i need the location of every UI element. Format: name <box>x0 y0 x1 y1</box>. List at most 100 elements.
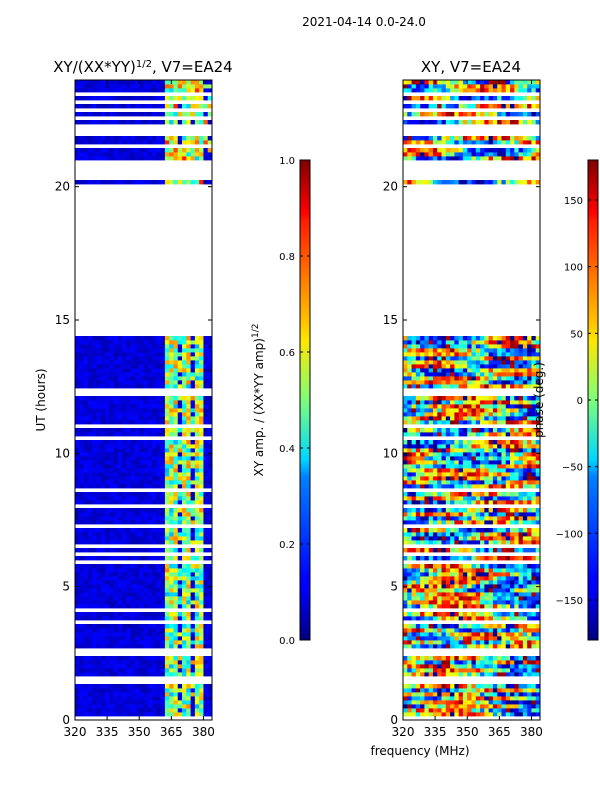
heatmap-cell <box>535 548 540 553</box>
heatmap-cell <box>117 476 123 481</box>
heatmap-cell <box>194 344 200 349</box>
heatmap-cell <box>510 496 515 501</box>
heatmap-cell <box>199 576 204 581</box>
heatmap-cell <box>164 400 170 405</box>
heatmap-cell <box>510 516 515 521</box>
heatmap-cell <box>505 636 511 641</box>
heatmap-cell <box>79 692 84 697</box>
heatmap-cell <box>415 592 421 597</box>
heatmap-cell <box>87 572 93 577</box>
heatmap-cell <box>143 632 149 637</box>
heatmap-cell <box>75 704 80 709</box>
heatmap-cell <box>96 616 102 621</box>
heatmap-cell <box>147 372 153 377</box>
heatmap-cell <box>518 540 524 545</box>
heatmap-cell <box>126 656 132 661</box>
heatmap-cell <box>497 528 502 533</box>
heatmap-cell <box>535 520 540 525</box>
heatmap-cell <box>109 412 114 417</box>
heatmap-cell <box>177 448 183 453</box>
heatmap-cell <box>437 540 442 545</box>
heatmap-cell <box>531 536 537 541</box>
heatmap-cell <box>492 616 498 621</box>
heatmap-cell <box>190 660 196 665</box>
heatmap-cell <box>437 484 442 489</box>
heatmap-cell <box>420 640 425 645</box>
heatmap-cell <box>415 708 421 713</box>
heatmap-cell <box>458 468 464 473</box>
heatmap-cell <box>535 536 540 541</box>
heatmap-cell <box>194 156 200 161</box>
heatmap-cell <box>143 644 149 649</box>
heatmap-cell <box>454 496 460 501</box>
heatmap-cell <box>424 476 430 481</box>
heatmap-cell <box>207 604 212 609</box>
heatmap-cell <box>143 372 149 377</box>
heatmap-cell <box>100 336 106 341</box>
heatmap-cell <box>182 600 187 605</box>
heatmap-cell <box>87 472 93 477</box>
heatmap-cell <box>122 380 127 385</box>
heatmap-cell <box>484 616 490 621</box>
heatmap-cell <box>122 136 127 141</box>
heatmap-cell <box>75 104 80 109</box>
heatmap-cell <box>177 672 183 677</box>
heatmap-cell <box>403 540 408 545</box>
heatmap-cell <box>122 664 127 669</box>
heatmap-cell <box>527 612 532 617</box>
heatmap-cell <box>531 712 537 717</box>
heatmap-cell <box>92 360 97 365</box>
heatmap-cell <box>480 444 485 449</box>
heatmap-cell <box>488 568 494 573</box>
heatmap-cell <box>194 616 200 621</box>
heatmap-cell <box>403 600 408 605</box>
heatmap-cell <box>437 512 442 517</box>
heatmap-cell <box>117 568 123 573</box>
heatmap-cell <box>147 596 153 601</box>
heatmap-cell <box>199 672 204 677</box>
heatmap-cell <box>186 408 191 413</box>
heatmap-cell <box>113 452 119 457</box>
heatmap-cell <box>403 528 408 533</box>
heatmap-cell <box>147 520 153 525</box>
heatmap-cell <box>403 664 408 669</box>
heatmap-cell <box>407 540 412 545</box>
heatmap-cell <box>497 520 502 525</box>
heatmap-cell <box>531 452 537 457</box>
heatmap-cell <box>480 668 485 673</box>
heatmap-cell <box>126 460 132 465</box>
heatmap-cell <box>160 660 166 665</box>
heatmap-cell <box>169 540 174 545</box>
heatmap-cell <box>514 540 519 545</box>
heatmap-cell <box>522 532 528 537</box>
heatmap-cell <box>126 624 132 629</box>
heatmap-cell <box>510 512 515 517</box>
right-heatmap <box>403 80 540 720</box>
heatmap-cell <box>424 672 430 677</box>
heatmap-cell <box>75 616 80 621</box>
heatmap-cell <box>130 480 136 485</box>
heatmap-cell <box>415 604 421 609</box>
heatmap-cell <box>160 484 166 489</box>
heatmap-cell <box>458 528 464 533</box>
heatmap-cell <box>428 656 434 661</box>
heatmap-cell <box>92 432 97 437</box>
heatmap-cell <box>126 712 132 717</box>
heatmap-cell <box>471 588 477 593</box>
heatmap-cell <box>79 568 84 573</box>
heatmap-cell <box>403 644 408 649</box>
heatmap-cell <box>432 640 438 645</box>
heatmap-cell <box>126 580 132 585</box>
heatmap-cell <box>87 84 93 89</box>
heatmap-cell <box>462 540 468 545</box>
heatmap-cell <box>134 484 140 489</box>
heatmap-cell <box>428 584 434 589</box>
heatmap-cell <box>480 472 485 477</box>
heatmap-cell <box>454 512 460 517</box>
heatmap-cell <box>177 640 183 645</box>
heatmap-cell <box>403 576 408 581</box>
heatmap-cell <box>531 596 537 601</box>
heatmap-cell <box>203 408 209 413</box>
heatmap-cell <box>104 448 110 453</box>
heatmap-cell <box>92 588 97 593</box>
